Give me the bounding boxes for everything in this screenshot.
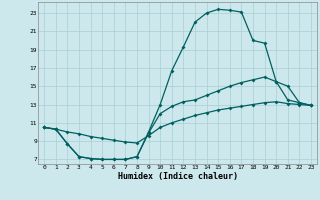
X-axis label: Humidex (Indice chaleur): Humidex (Indice chaleur)	[118, 172, 238, 181]
